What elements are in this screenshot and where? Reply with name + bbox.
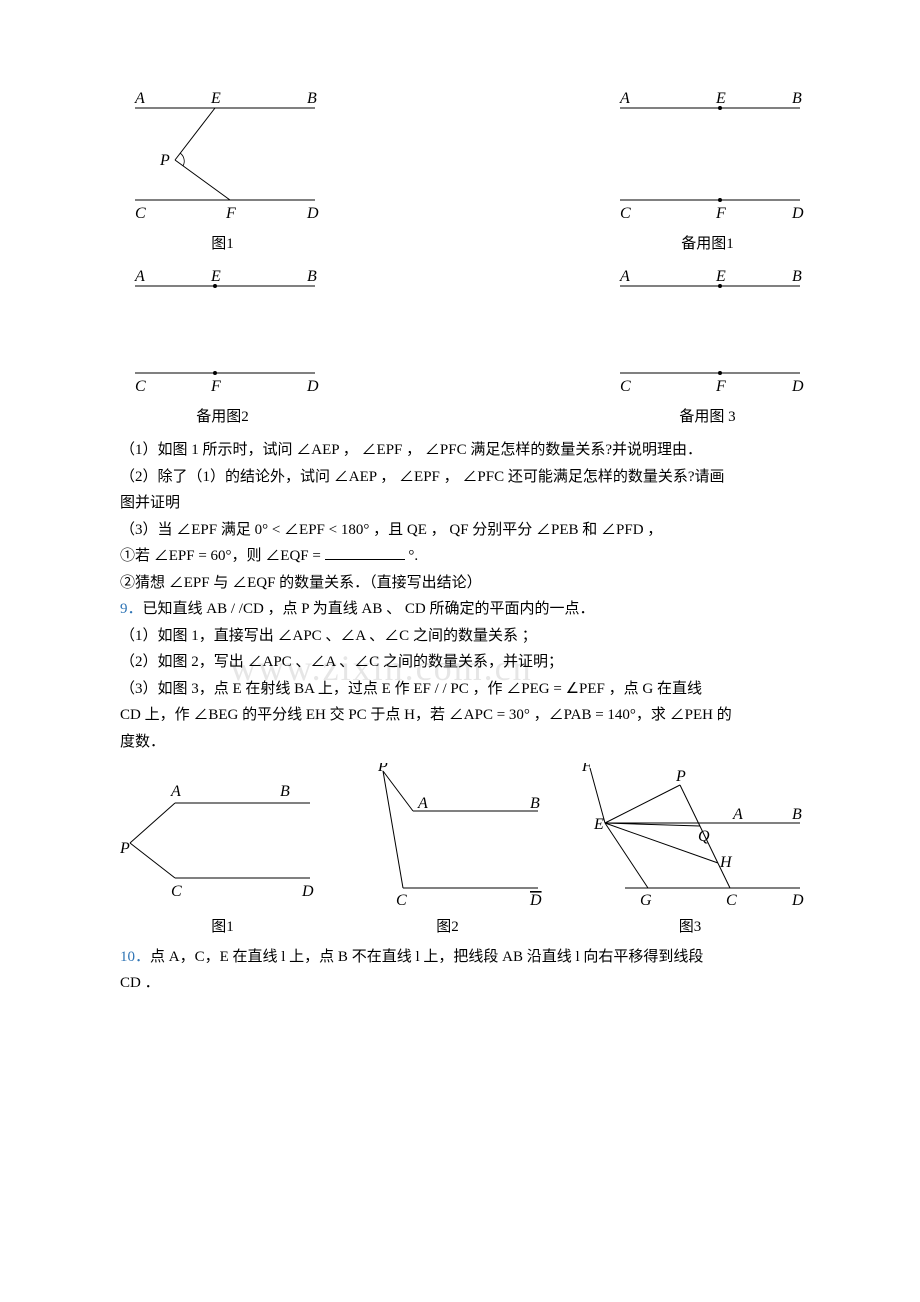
- label-C: C: [396, 892, 407, 909]
- q8-line5-b: °.: [408, 548, 418, 564]
- figure-1-caption: 图1: [120, 232, 325, 258]
- q9-fig3-caption: 图3: [570, 915, 810, 941]
- figure-spare-2-svg: A E B C F D: [120, 268, 325, 403]
- label-H: H: [719, 854, 733, 871]
- label-C: C: [171, 883, 182, 900]
- q9-line5: CD 上，作 ∠BEG 的平分线 EH 交 PC 于点 H，若 ∠APC = 3…: [120, 703, 810, 729]
- label-E: E: [210, 90, 221, 107]
- label-G: G: [640, 892, 652, 909]
- q9-line3: （2）如图 2，写出 ∠APC 、∠A 、∠C 之间的数量关系，并证明；: [120, 650, 810, 676]
- label-E: E: [593, 816, 604, 833]
- label-F: F: [210, 378, 221, 395]
- label-A: A: [619, 90, 630, 107]
- figure-spare-2-caption: 备用图2: [120, 405, 325, 431]
- label-F: F: [715, 378, 726, 395]
- figure-spare-1-svg: A E B C F D: [605, 90, 810, 230]
- figure-spare-3-caption: 备用图 3: [605, 405, 810, 431]
- q10-line2: CD ．: [120, 971, 810, 997]
- label-C: C: [135, 378, 146, 395]
- label-A: A: [732, 806, 743, 823]
- label-B: B: [307, 90, 317, 107]
- q9-figure-1: A B P C D 图1: [120, 763, 325, 941]
- q9-line6: 度数．: [120, 730, 810, 756]
- label-D: D: [791, 378, 804, 395]
- q9-fig1-caption: 图1: [120, 915, 325, 941]
- q8-line6: ②猜想 ∠EPF 与 ∠EQF 的数量关系．（直接写出结论）: [120, 571, 810, 597]
- figure-row-2: A E B C F D 备用图2 A E B C F D 备用图: [120, 268, 810, 431]
- label-C: C: [726, 892, 737, 909]
- label-C: C: [620, 378, 631, 395]
- figure-spare-3-svg: A E B C F D: [605, 268, 810, 403]
- label-P: P: [120, 840, 130, 857]
- q8-line2: （2）除了（1）的结论外，试问 ∠AEP ， ∠EPF ， ∠PFC 还可能满足…: [120, 465, 810, 491]
- label-D: D: [301, 883, 314, 900]
- q9-fig2-svg: P A B C D: [338, 763, 558, 913]
- label-Q: Q: [698, 828, 710, 845]
- q9-line2: （1）如图 1，直接写出 ∠APC 、∠A 、∠C 之间的数量关系 ；: [120, 624, 810, 650]
- q9-figure-row: A B P C D 图1 P A B C D 图2: [120, 763, 810, 941]
- label-C: C: [135, 205, 146, 222]
- q9-text1: 已知直线 AB / /CD ，点 P 为直线 AB 、 CD 所确定的平面内的一…: [143, 601, 595, 617]
- label-P: P: [377, 763, 388, 775]
- label-P: P: [675, 768, 686, 785]
- q8-line3: 图并证明: [120, 491, 810, 517]
- label-B: B: [792, 90, 802, 107]
- label-D: D: [306, 378, 319, 395]
- figure-1: A E B P C F D 图1: [120, 90, 325, 258]
- q9-number: 9．: [120, 601, 143, 617]
- q8-line5: ①若 ∠EPF = 60°，则 ∠EQF = °.: [120, 544, 810, 570]
- label-E: E: [715, 268, 726, 285]
- label-E: E: [715, 90, 726, 107]
- figure-spare-1: A E B C F D 备用图1: [605, 90, 810, 258]
- figure-spare-3: A E B C F D 备用图 3: [605, 268, 810, 431]
- label-F: F: [225, 205, 236, 222]
- figure-1-svg: A E B P C F D: [120, 90, 325, 230]
- q9-fig1-svg: A B P C D: [120, 763, 325, 913]
- q10-line1: 10．点 A，C，E 在直线 l 上，点 B 不在直线 l 上，把线段 AB 沿…: [120, 945, 810, 971]
- label-A: A: [134, 268, 145, 285]
- figure-spare-2: A E B C F D 备用图2: [120, 268, 325, 431]
- label-B: B: [307, 268, 317, 285]
- label-A: A: [417, 795, 428, 812]
- q9-figure-3: F P A B E Q H G C D 图3: [570, 763, 810, 941]
- label-D: D: [791, 892, 804, 909]
- label-D: D: [529, 892, 542, 909]
- label-B: B: [792, 806, 802, 823]
- label-F: F: [581, 763, 592, 775]
- blank-underline: [325, 559, 405, 560]
- label-C: C: [620, 205, 631, 222]
- label-F: F: [715, 205, 726, 222]
- label-B: B: [792, 268, 802, 285]
- q8-line5-a: ①若 ∠EPF = 60°，则 ∠EQF =: [120, 548, 325, 564]
- figure-row-1: A E B P C F D 图1 A E B C F D: [120, 90, 810, 258]
- q8-line4: （3）当 ∠EPF 满足 0° < ∠EPF < 180° ，且 QE ， QF…: [120, 518, 810, 544]
- label-A: A: [134, 90, 145, 107]
- label-A: A: [170, 783, 181, 800]
- q8-line1: （1）如图 1 所示时，试问 ∠AEP ， ∠EPF ， ∠PFC 满足怎样的数…: [120, 438, 810, 464]
- label-B: B: [280, 783, 290, 800]
- q9-fig3-svg: F P A B E Q H G C D: [570, 763, 810, 913]
- label-P: P: [159, 152, 170, 169]
- label-D: D: [306, 205, 319, 222]
- page-content: A E B P C F D 图1 A E B C F D: [120, 90, 810, 997]
- q9-figure-2: P A B C D 图2: [338, 763, 558, 941]
- label-A: A: [619, 268, 630, 285]
- label-B: B: [530, 795, 540, 812]
- q10-text1: 点 A，C，E 在直线 l 上，点 B 不在直线 l 上，把线段 AB 沿直线 …: [150, 949, 703, 965]
- label-E: E: [210, 268, 221, 285]
- q10-number: 10．: [120, 949, 150, 965]
- figure-spare-1-caption: 备用图1: [605, 232, 810, 258]
- q9-fig2-caption: 图2: [338, 915, 558, 941]
- q9-line4: （3）如图 3，点 E 在射线 BA 上，过点 E 作 EF / / PC ，作…: [120, 677, 810, 703]
- label-D: D: [791, 205, 804, 222]
- q9-line1: 9．已知直线 AB / /CD ，点 P 为直线 AB 、 CD 所确定的平面内…: [120, 597, 810, 623]
